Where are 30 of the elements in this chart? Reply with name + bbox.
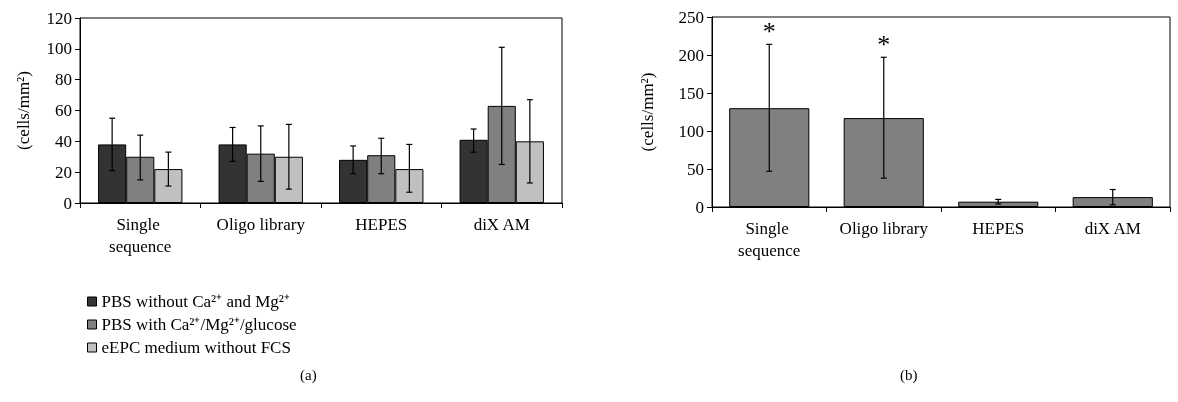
annotation: * — [877, 29, 891, 59]
x-tick-label: diX AM — [473, 214, 530, 234]
x-tick-label: Oligo library — [216, 214, 306, 234]
legend-label: eEPC medium without FCS — [101, 338, 291, 357]
y-tick-label: 250 — [678, 7, 704, 27]
y-tick-label: 0 — [63, 193, 72, 213]
y-tick-label: 20 — [55, 162, 72, 182]
x-tick-label: HEPES — [972, 218, 1025, 238]
y-tick-label: 100 — [46, 39, 72, 59]
text: (a) — [300, 366, 317, 384]
x-tick-label: diX AM — [1084, 218, 1141, 238]
legend-label: PBS with Ca²⁺/Mg²⁺/glucose — [101, 315, 297, 334]
y-tick-label: 80 — [55, 70, 72, 90]
y-tick-label: 0 — [695, 197, 704, 217]
y-tick-label: 60 — [55, 101, 72, 120]
y-tick-label: 120 — [46, 8, 72, 28]
x-tick-label: Oligo library — [839, 218, 929, 238]
y-tick-label: 100 — [678, 121, 704, 141]
x-tick-label: Single sequence — [738, 218, 801, 260]
text: (b) — [900, 366, 918, 384]
y-tick-label: 150 — [678, 83, 704, 103]
x-tick-label: Single sequence — [109, 214, 172, 256]
y-axis-title: (cells/mm²) — [638, 72, 657, 152]
y-axis-title: (cells/mm²) — [14, 71, 33, 150]
annotation: * — [762, 16, 776, 46]
y-tick-label: 200 — [678, 45, 704, 65]
y-tick-label: 40 — [55, 131, 72, 151]
legend-label: PBS without Ca²⁺ and Mg²⁺ — [101, 292, 290, 311]
y-tick-label: 50 — [687, 159, 704, 179]
x-tick-label: HEPES — [355, 214, 408, 234]
